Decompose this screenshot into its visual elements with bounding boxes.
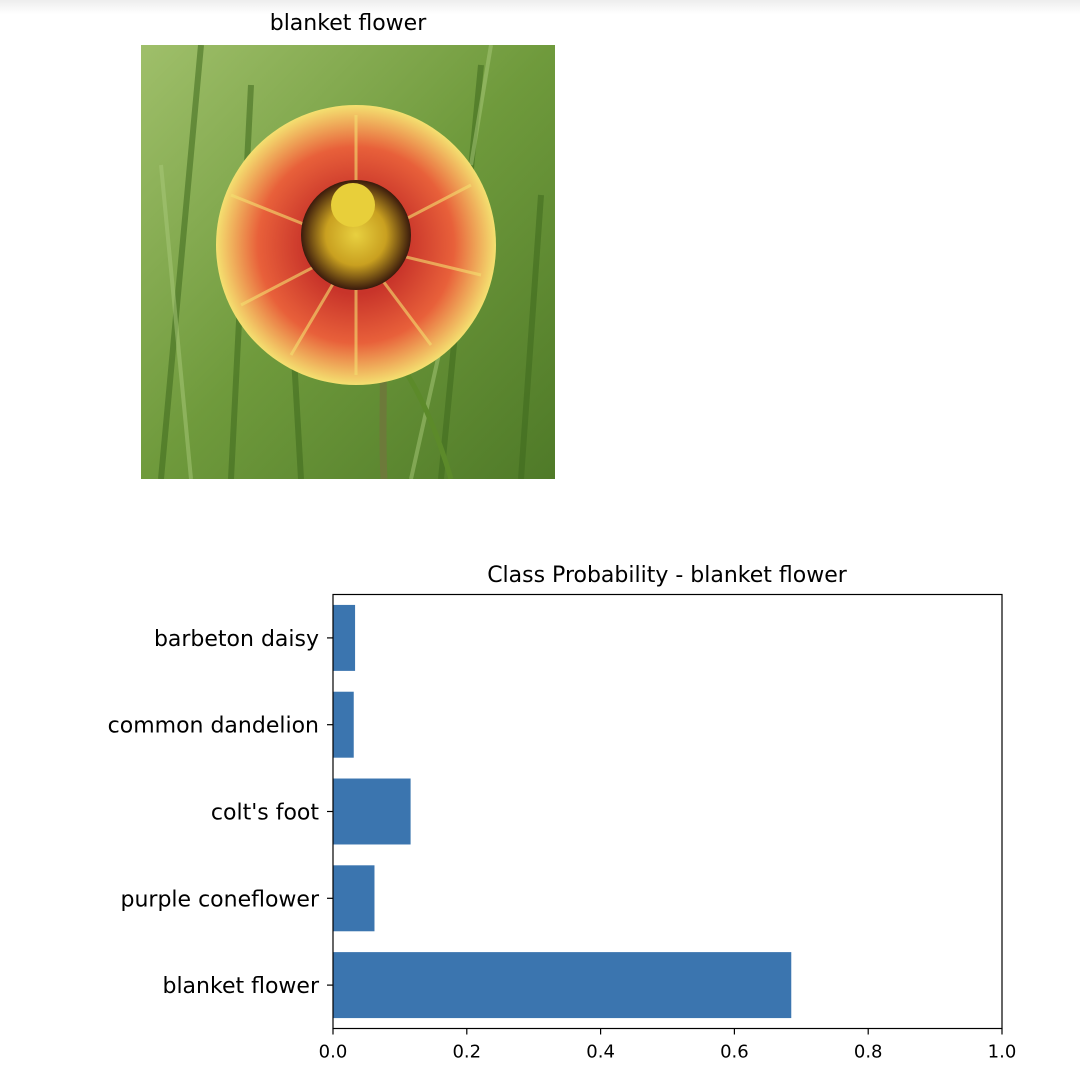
x-tick-labels: 0.0 0.2 0.4 0.6 0.8 1.0: [319, 1028, 1017, 1063]
bar-colt-s-foot: [333, 778, 411, 845]
axes-frame: [332, 593, 1003, 1030]
y-tick-label: purple coneflower: [121, 887, 320, 912]
probability-chart: Class Probability - blanket flower blank…: [108, 563, 1017, 1063]
flower-image: [141, 45, 555, 479]
bars-group: [333, 604, 792, 1019]
y-tick-label: barbeton daisy: [154, 627, 319, 652]
bar-barbeton-daisy: [333, 604, 356, 671]
bar-common-dandelion: [333, 691, 354, 758]
x-tick-label: 0.4: [586, 1042, 615, 1063]
bar-purple-coneflower: [333, 865, 375, 932]
x-tick-label: 0.0: [319, 1042, 348, 1063]
x-tick-label: 1.0: [988, 1042, 1017, 1063]
x-tick-label: 0.2: [452, 1042, 481, 1063]
image-title: blanket flower: [269, 11, 427, 36]
y-tick-labels: blanket flower purple coneflower colt's fo…: [108, 627, 333, 999]
chart-title: Class Probability - blanket flower: [487, 563, 848, 588]
y-tick-label: blanket flower: [162, 974, 319, 999]
x-tick-label: 0.6: [720, 1042, 749, 1063]
window-top-shadow: [0, 0, 1080, 14]
y-tick-label: colt's foot: [211, 801, 319, 826]
x-tick-label: 0.8: [854, 1042, 883, 1063]
y-tick-label: common dandelion: [108, 714, 319, 739]
bar-blanket-flower: [333, 952, 792, 1019]
